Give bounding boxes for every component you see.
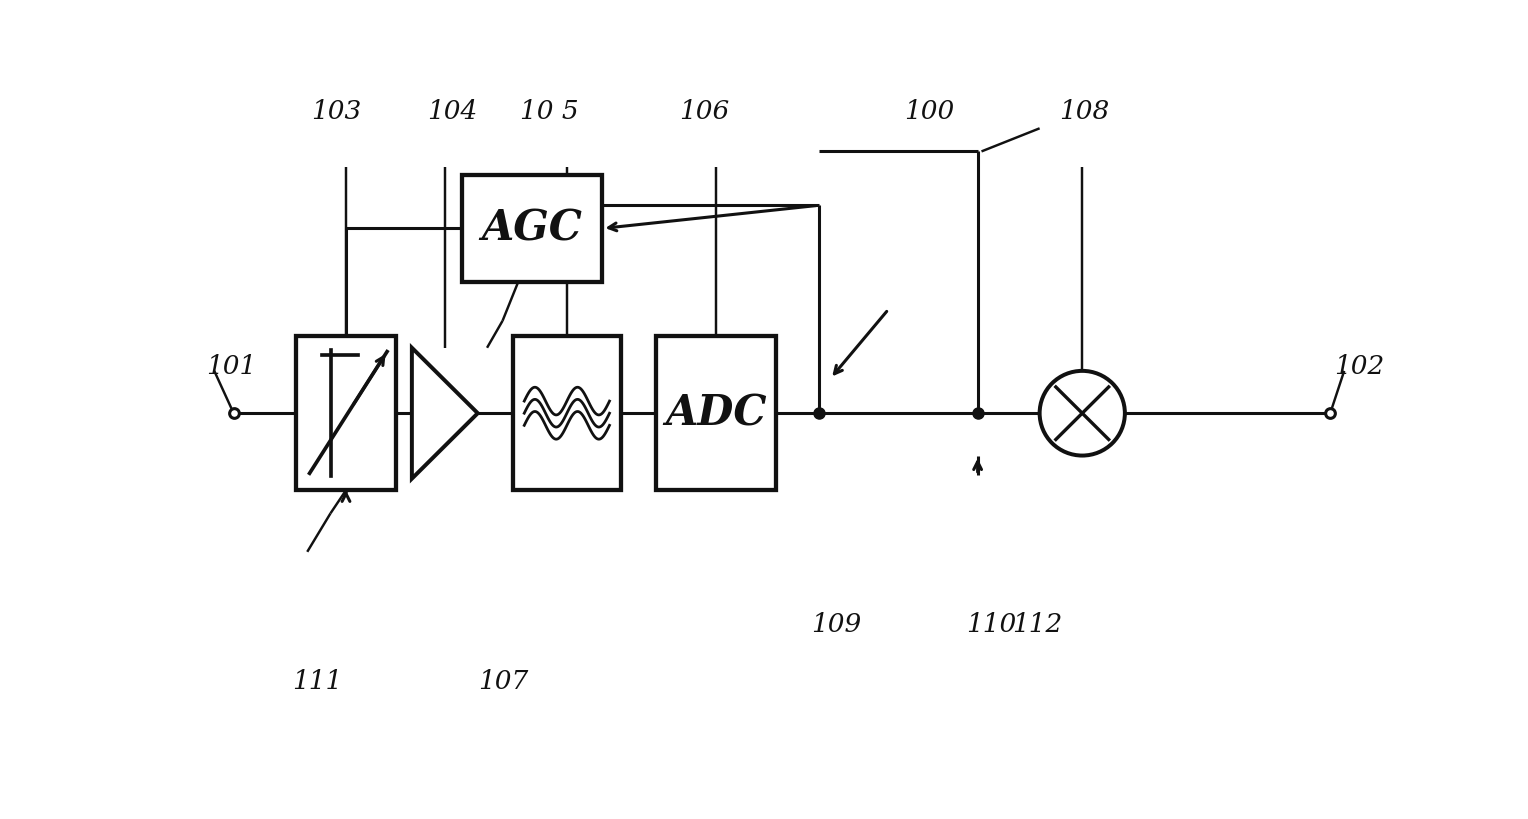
Text: 107: 107: [478, 669, 529, 695]
Text: ADC: ADC: [665, 392, 767, 434]
Text: AGC: AGC: [481, 207, 582, 250]
Text: 106: 106: [680, 99, 729, 124]
Bar: [295, 337, 396, 491]
Bar: [512, 337, 620, 491]
Text: 10 5: 10 5: [521, 99, 579, 124]
Text: 110: 110: [966, 612, 1016, 636]
Text: 112: 112: [1013, 612, 1063, 636]
Text: 100: 100: [905, 99, 955, 124]
Text: 104: 104: [428, 99, 478, 124]
Text: 102: 102: [1334, 354, 1384, 378]
Text: 109: 109: [811, 612, 862, 636]
Bar: [656, 337, 776, 491]
Text: 103: 103: [312, 99, 362, 124]
Text: 111: 111: [292, 669, 342, 695]
Bar: [463, 174, 602, 283]
Text: 101: 101: [206, 354, 257, 378]
Text: 108: 108: [1059, 99, 1109, 124]
